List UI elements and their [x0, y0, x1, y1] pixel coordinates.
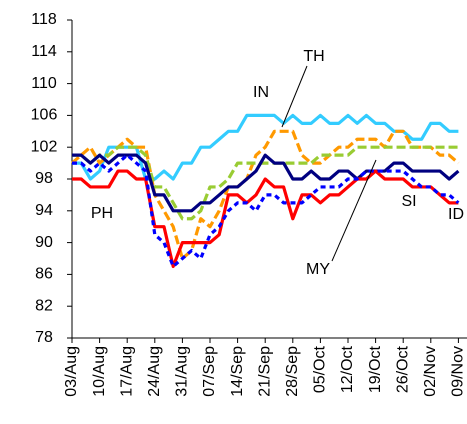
series-label: ID [448, 206, 464, 223]
x-tick-label: 10/Aug [91, 346, 108, 397]
series-label: MY [306, 261, 330, 278]
y-tick-label: 94 [35, 202, 53, 219]
y-tick-label: 106 [31, 107, 58, 124]
x-tick-label: 24/Aug [146, 346, 163, 397]
leader-line [281, 65, 308, 128]
x-tick-label: 14/Sep [229, 346, 246, 397]
series-label: TH [303, 48, 324, 65]
series-label: PH [91, 205, 113, 222]
x-tick-label: 26/Oct [394, 345, 411, 393]
series-line [72, 145, 459, 221]
y-tick-label: 90 [35, 234, 53, 251]
series-lines [70, 113, 460, 269]
x-tick-label: 02/Nov [422, 346, 439, 397]
x-tick-label: 03/Aug [63, 346, 80, 397]
x-tick-label: 19/Oct [367, 345, 384, 393]
series-line [72, 169, 459, 269]
y-tick-label: 82 [35, 297, 53, 314]
x-tick-label: 17/Aug [118, 346, 135, 397]
y-tick-label: 98 [35, 170, 53, 187]
y-tick-label: 110 [31, 75, 57, 92]
series-line [72, 153, 460, 213]
x-tick-label: 28/Sep [284, 346, 301, 397]
series-line [72, 153, 460, 269]
x-tick-label: 05/Oct [312, 345, 329, 393]
y-tick-label: 102 [31, 138, 58, 155]
series-line [70, 129, 460, 261]
y-tick-label: 118 [31, 11, 57, 28]
x-tick-label: 31/Aug [174, 346, 191, 397]
y-tick-label: 114 [31, 43, 57, 60]
series-label: SI [401, 193, 416, 210]
x-tick-label: 07/Sep [201, 346, 218, 397]
x-tick-label: 12/Oct [339, 345, 356, 393]
x-tick-label: 21/Sep [256, 346, 273, 397]
series-label: IN [253, 84, 269, 101]
leader-line [331, 159, 377, 262]
x-tick-label: 09/Nov [450, 346, 467, 397]
y-tick-label: 86 [35, 266, 53, 283]
y-tick-label: 78 [35, 329, 53, 346]
